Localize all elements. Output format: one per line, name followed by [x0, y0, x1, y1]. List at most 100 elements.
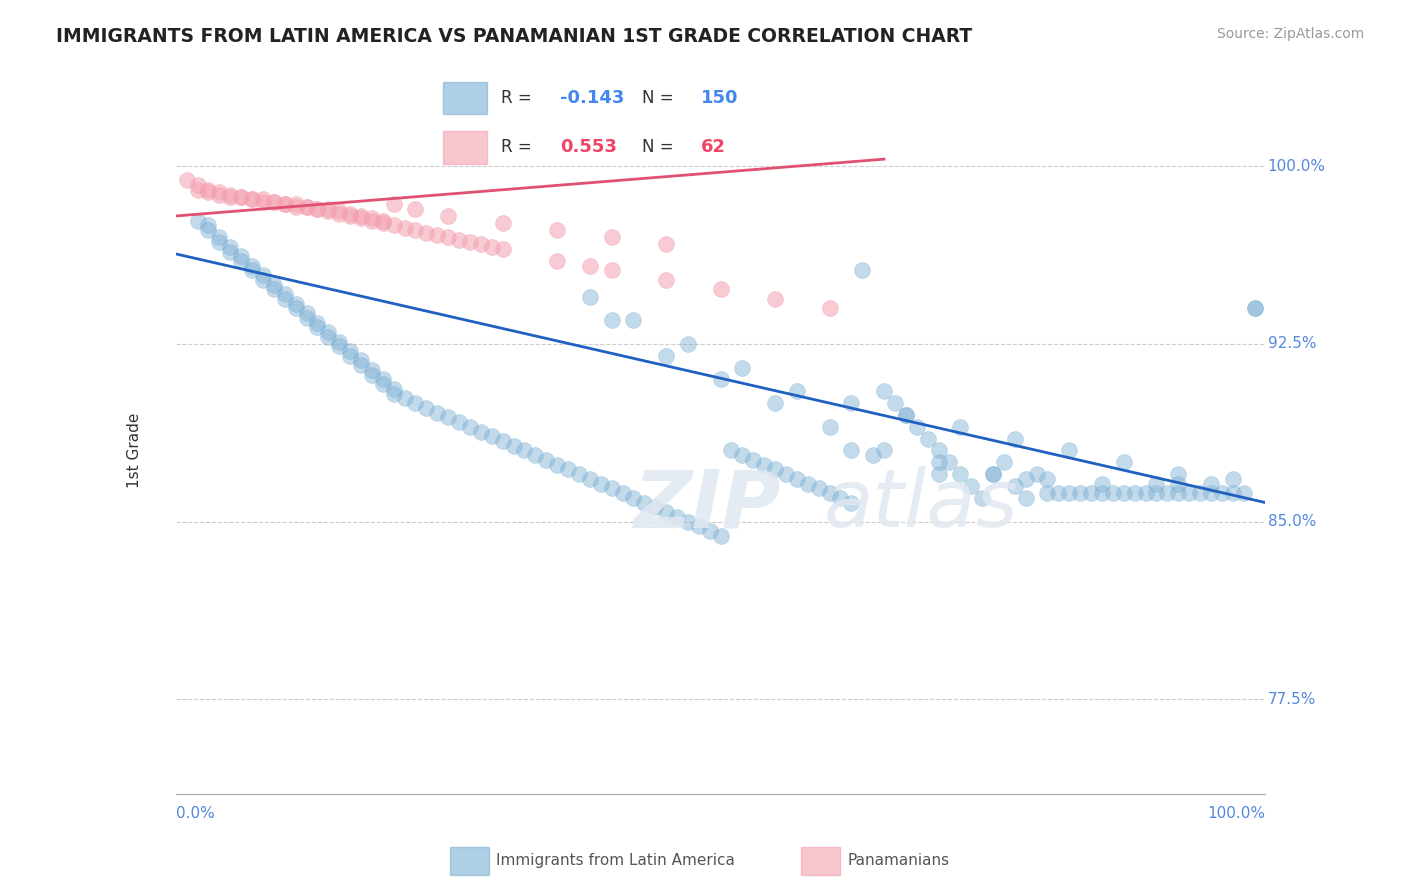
Point	[1112, 486, 1135, 500]
Point	[240, 193, 263, 207]
Point	[295, 306, 318, 320]
Point	[676, 515, 699, 529]
Point	[371, 213, 394, 227]
Point	[710, 282, 733, 296]
Point	[1091, 476, 1114, 491]
Text: atlas: atlas	[824, 467, 1019, 544]
Point	[394, 392, 416, 406]
Point	[186, 178, 209, 193]
Point	[894, 408, 917, 422]
Point	[742, 453, 765, 467]
Point	[579, 289, 602, 303]
Point	[240, 259, 263, 273]
Text: ZIP: ZIP	[633, 467, 780, 544]
Point	[970, 491, 993, 505]
Point	[231, 190, 253, 204]
Point	[426, 406, 449, 420]
Point	[851, 263, 873, 277]
Point	[589, 476, 612, 491]
Point	[470, 425, 492, 439]
Point	[1091, 486, 1114, 500]
Point	[1080, 486, 1102, 500]
Point	[382, 382, 405, 396]
Point	[382, 386, 405, 401]
Point	[263, 194, 285, 209]
Text: 100.0%: 100.0%	[1208, 805, 1265, 821]
Point	[231, 190, 253, 204]
Point	[1112, 455, 1135, 469]
Point	[981, 467, 1004, 482]
Point	[263, 277, 285, 292]
Point	[360, 363, 382, 377]
Point	[1199, 476, 1222, 491]
Text: 77.5%: 77.5%	[1268, 691, 1316, 706]
Point	[274, 292, 297, 306]
Point	[481, 429, 503, 443]
Point	[1144, 476, 1167, 491]
Text: 0.0%: 0.0%	[176, 805, 215, 821]
Text: 62: 62	[702, 138, 725, 156]
Point	[841, 396, 863, 410]
Point	[699, 524, 721, 538]
Point	[458, 235, 481, 249]
Point	[405, 223, 427, 237]
Point	[360, 368, 382, 382]
Point	[328, 334, 350, 349]
Point	[360, 213, 382, 227]
Point	[568, 467, 591, 482]
Point	[274, 197, 297, 211]
Point	[710, 372, 733, 386]
Point	[437, 230, 460, 244]
Text: Immigrants from Latin America: Immigrants from Latin America	[496, 854, 734, 868]
Point	[710, 529, 733, 543]
Point	[284, 301, 307, 316]
Point	[1211, 486, 1233, 500]
Point	[263, 282, 285, 296]
Point	[1243, 301, 1265, 316]
Point	[621, 313, 644, 327]
Point	[208, 230, 231, 244]
Point	[763, 462, 786, 476]
Text: 100.0%: 100.0%	[1268, 159, 1326, 174]
Point	[318, 330, 340, 344]
Point	[318, 204, 340, 219]
Point	[1167, 486, 1189, 500]
Bar	[801, 847, 841, 875]
Point	[382, 219, 405, 233]
Point	[1123, 486, 1146, 500]
Point	[1222, 472, 1244, 486]
Point	[731, 448, 754, 462]
Point	[862, 448, 884, 462]
Point	[873, 384, 896, 399]
Text: R =: R =	[501, 138, 537, 156]
Point	[318, 202, 340, 216]
Point	[1057, 486, 1080, 500]
Point	[546, 254, 568, 268]
Point	[1144, 486, 1167, 500]
Point	[371, 372, 394, 386]
Point	[546, 223, 568, 237]
Point	[655, 349, 678, 363]
Point	[339, 206, 361, 220]
Point	[350, 353, 373, 368]
Point	[655, 273, 678, 287]
Point	[612, 486, 634, 500]
Point	[600, 230, 623, 244]
Point	[1015, 472, 1038, 486]
Point	[1036, 486, 1059, 500]
Point	[284, 197, 307, 211]
Point	[481, 240, 503, 254]
Point	[928, 467, 950, 482]
Point	[339, 349, 361, 363]
Point	[231, 249, 253, 263]
Point	[295, 200, 318, 214]
Text: IMMIGRANTS FROM LATIN AMERICA VS PANAMANIAN 1ST GRADE CORRELATION CHART: IMMIGRANTS FROM LATIN AMERICA VS PANAMAN…	[56, 27, 973, 45]
Text: Source: ZipAtlas.com: Source: ZipAtlas.com	[1216, 27, 1364, 41]
Point	[1232, 486, 1256, 500]
Point	[492, 434, 515, 448]
Text: 0.553: 0.553	[560, 138, 617, 156]
Point	[600, 481, 623, 495]
Point	[938, 455, 960, 469]
Point	[557, 462, 579, 476]
Point	[240, 263, 263, 277]
